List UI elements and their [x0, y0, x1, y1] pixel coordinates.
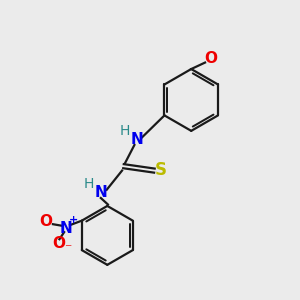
Text: S: S [155, 161, 167, 179]
Text: ⁻: ⁻ [64, 242, 71, 256]
Text: N: N [130, 132, 143, 147]
Text: H: H [84, 177, 94, 191]
Text: O: O [39, 214, 52, 229]
Text: H: H [119, 124, 130, 138]
Text: N: N [95, 185, 108, 200]
Text: O: O [205, 51, 218, 66]
Text: N: N [59, 220, 72, 236]
Text: +: + [69, 215, 79, 225]
Text: O: O [52, 236, 66, 251]
